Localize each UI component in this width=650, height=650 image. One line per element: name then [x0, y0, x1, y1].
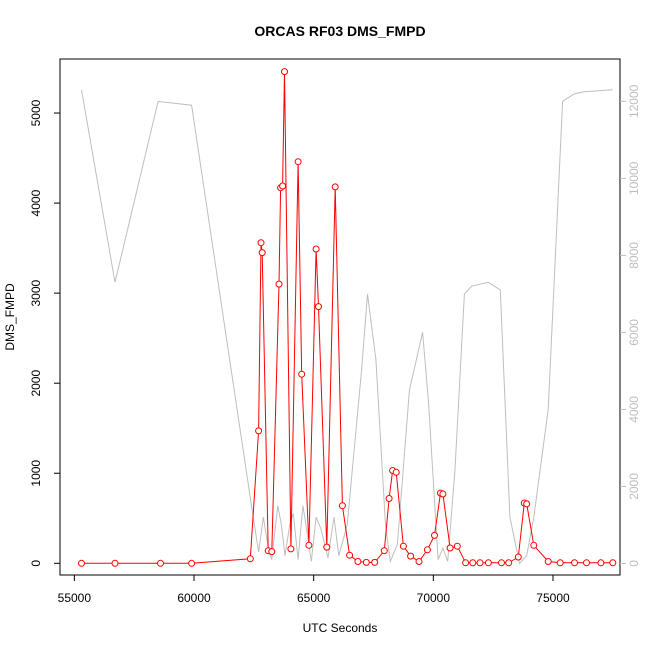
bottom-axis: 55000 60000 65000 70000 75000 — [58, 575, 570, 605]
dms-data-point — [556, 559, 564, 567]
altitude-series — [81, 89, 613, 565]
dms-data-point — [338, 502, 346, 510]
left-tick-label: 4000 — [29, 189, 43, 216]
bottom-tick-label: 70000 — [417, 591, 451, 605]
dms-data-point — [407, 552, 415, 560]
dms-data-point — [476, 559, 484, 567]
right-tick-label: 2000 — [627, 473, 641, 500]
dms-data-point — [323, 543, 331, 551]
dms-data-point — [583, 559, 590, 567]
dms-data-point — [498, 559, 505, 567]
dms-data-point — [281, 68, 288, 76]
left-axis: 0 1000 2000 3000 4000 5000 — [29, 99, 60, 567]
right-tick-label: 0 — [627, 560, 641, 567]
dms-data-point — [279, 182, 287, 190]
right-tick-label: 6000 — [627, 319, 641, 346]
dms-data-point — [423, 546, 431, 554]
dms-data-point — [331, 183, 339, 191]
chart-title: ORCAS RF03 DMS_FMPD — [254, 23, 425, 39]
bottom-tick-label: 55000 — [58, 591, 92, 605]
dms-data-point — [530, 541, 538, 549]
dms-data-point — [315, 303, 322, 311]
dms-line — [81, 71, 613, 564]
right-tick-label: 8000 — [627, 242, 641, 269]
bottom-tick-label: 75000 — [536, 591, 570, 605]
dms-data-point — [484, 559, 492, 567]
x-axis-label: UTC Seconds — [303, 621, 378, 635]
dms-data-point — [298, 370, 306, 378]
dms-data-point — [157, 559, 164, 567]
dms-data-point — [415, 558, 423, 565]
dms-data-point — [446, 544, 454, 552]
dms-data-point — [544, 558, 552, 565]
dms-data-point — [305, 541, 313, 549]
dms-data-point — [312, 245, 320, 253]
dms-data-point — [346, 551, 354, 559]
dms-data-point — [571, 559, 578, 567]
left-tick-label: 2000 — [29, 370, 43, 397]
dms-data-point — [287, 545, 295, 553]
dms-data-point — [597, 559, 605, 567]
left-tick-label: 0 — [29, 560, 43, 567]
dms-data-point — [371, 558, 379, 566]
dms-data-point — [431, 531, 438, 539]
dms-data-point — [462, 559, 470, 567]
dms-data-point — [385, 495, 393, 502]
dms-data-point — [246, 555, 254, 563]
dms-data-point — [523, 500, 531, 508]
dms-data-point — [275, 280, 283, 288]
dms-data-point — [111, 559, 119, 567]
dms-data-point — [505, 559, 513, 567]
dms-data-point — [294, 158, 302, 166]
dms-data-point — [78, 559, 85, 567]
plot-frame — [59, 58, 621, 576]
right-tick-label: 12000 — [627, 84, 641, 118]
dms-data-point — [439, 490, 447, 498]
dms-data-point — [188, 559, 196, 567]
y-axis-label: DMS_FMPD — [3, 283, 17, 351]
dms-data-point — [354, 558, 362, 565]
bottom-tick-label: 65000 — [297, 591, 331, 605]
left-tick-label: 1000 — [29, 460, 43, 487]
dms-data-point — [399, 542, 407, 550]
dms-data-point — [268, 548, 276, 556]
right-axis: 0 2000 4000 6000 8000 10000 12000 — [620, 84, 641, 567]
dms-data-point — [453, 542, 461, 550]
right-tick-label: 10000 — [627, 161, 641, 195]
left-tick-label: 3000 — [29, 279, 43, 306]
dms-series — [78, 68, 617, 567]
altitude-line — [81, 89, 613, 565]
dms-data-point — [362, 558, 370, 566]
dms-data-point — [514, 553, 522, 561]
dms-data-point — [469, 559, 477, 567]
right-tick-label: 4000 — [627, 396, 641, 423]
dms-data-point — [392, 468, 400, 476]
bottom-tick-label: 60000 — [177, 591, 211, 605]
dms-data-point — [609, 559, 617, 567]
dms-data-point — [380, 547, 388, 555]
dms-data-point — [258, 249, 266, 257]
dms-data-point — [255, 427, 263, 435]
dms-data-point — [257, 239, 265, 247]
left-tick-label: 5000 — [29, 99, 43, 126]
